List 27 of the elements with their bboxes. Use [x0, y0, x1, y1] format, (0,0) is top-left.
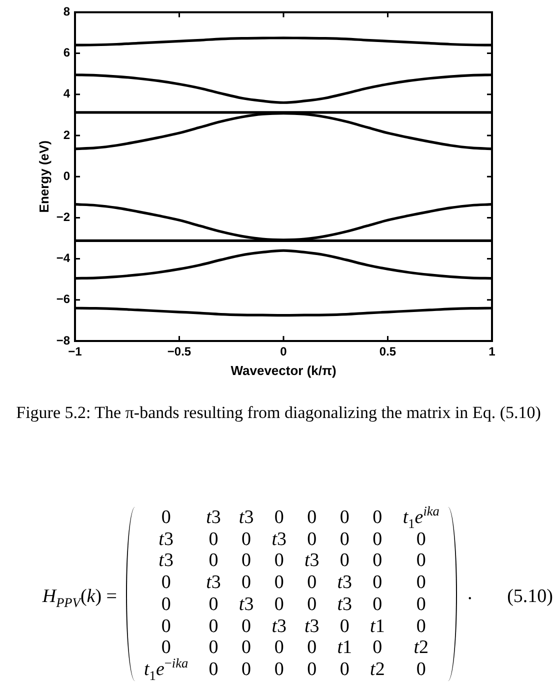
y-axis-title: Energy (eV)	[36, 140, 52, 213]
x-tick-label: 1	[488, 344, 496, 359]
y-tick-label: −6	[56, 292, 70, 306]
text: .	[467, 582, 472, 605]
text: 0 t3 t3 0 0 0 0 t$_{1}$e$^{ika}$	[161, 504, 440, 531]
caption: Figure 5.2: The π-bands resulting from diagonalizing the matrix in Eq. (5.10)	[15, 403, 542, 423]
y-tick-label: −8	[56, 333, 70, 348]
y-tick-label: −4	[56, 251, 70, 266]
text: (5.10)	[507, 586, 553, 608]
text: 0 t3 0 0 0 t3 0 0	[161, 572, 426, 594]
text: t3 0 0 t3 0 0 0 0	[158, 528, 426, 550]
x-tick-label: 0	[280, 344, 288, 359]
y-tick-label: 2	[63, 128, 70, 142]
y-tick-label: 4	[63, 86, 70, 101]
text: 0 0 0 t3 t3 0 t1 0	[161, 616, 426, 637]
text: 0 0 t3 0 0 t3 0 0	[161, 594, 426, 615]
x-tick-label: 0.5	[379, 344, 396, 359]
y-tick-label: −2	[56, 210, 70, 224]
y-tick-label: 8	[63, 4, 70, 19]
x-axis-title: Wavevector (k/π)	[230, 362, 336, 378]
text: 0 0 0 0 0 t1 0 t2	[161, 637, 429, 658]
x-tick-label: −1	[68, 344, 82, 359]
x-tick-label: −0.5	[167, 344, 192, 359]
y-tick-label: 6	[63, 46, 70, 60]
text: t3 0 0 0 t3 0 0 0	[158, 550, 426, 572]
text: H$_{PPV}$(k) =	[42, 586, 117, 610]
y-tick-label: 0	[63, 168, 70, 183]
